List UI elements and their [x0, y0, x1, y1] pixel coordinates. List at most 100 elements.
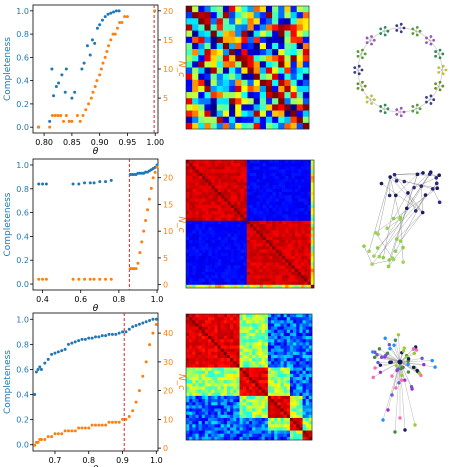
- heatmap-cell: [243, 227, 248, 231]
- heatmap-cell: [201, 395, 206, 400]
- heatmap-cell: [208, 399, 212, 403]
- network-node: [372, 98, 376, 102]
- heatmap-cell: [186, 317, 190, 321]
- heatmap-cell: [214, 433, 218, 438]
- heatmap-cell: [235, 85, 242, 93]
- heatmap-cell: [280, 430, 284, 434]
- heatmap-cell: [217, 348, 221, 353]
- nc-point: [114, 420, 118, 424]
- heatmap-cell: [192, 262, 196, 266]
- heatmap-cell: [223, 430, 228, 434]
- heatmap-cell: [259, 42, 267, 50]
- heatmap-cell: [255, 370, 259, 375]
- network-node: [383, 103, 387, 107]
- heatmap-cell: [293, 329, 297, 334]
- heatmap-cell: [289, 392, 294, 397]
- heatmap-cell: [230, 386, 234, 390]
- heatmap-cell: [271, 433, 275, 438]
- heatmap-cell: [294, 275, 299, 279]
- heatmap-cell: [261, 339, 266, 343]
- heatmap-cell: [227, 160, 232, 164]
- heatmap-cell: [280, 380, 284, 384]
- heatmap-cell: [195, 339, 199, 343]
- heatmap-cell: [201, 389, 206, 394]
- heatmap-cell: [186, 182, 190, 186]
- heatmap-cell: [286, 354, 291, 359]
- heatmap-cell: [243, 252, 248, 257]
- heatmap-cell: [252, 408, 256, 412]
- heatmap-cell: [261, 377, 266, 381]
- heatmap-cell: [192, 185, 196, 190]
- heatmap-cell: [301, 160, 305, 164]
- heatmap-cell: [214, 317, 218, 321]
- heatmap-cell: [205, 230, 209, 234]
- heatmap-cell: [298, 188, 302, 193]
- heatmap-cell: [214, 361, 218, 365]
- heatmap-cell: [249, 354, 253, 359]
- heatmap-cell: [211, 314, 215, 318]
- heatmap-cell: [195, 329, 199, 334]
- heatmap-cell: [186, 421, 190, 425]
- heatmap-cell: [253, 18, 261, 25]
- heatmap-cell: [271, 326, 275, 331]
- heatmap-cell: [204, 110, 211, 117]
- heatmap-cell: [210, 116, 218, 124]
- heatmap-cell: [204, 364, 209, 368]
- heatmap-cell: [296, 336, 300, 340]
- heatmap-cell: [220, 380, 225, 384]
- network-node: [372, 355, 377, 360]
- heatmap-cell: [230, 364, 234, 368]
- heatmap-cell: [259, 67, 267, 74]
- heatmap-cell: [195, 182, 200, 186]
- heatmap-cell: [192, 427, 196, 431]
- heatmap-cell: [277, 383, 281, 387]
- heatmap-cell: [274, 367, 278, 371]
- heatmap-cell: [226, 348, 231, 353]
- heatmap-cell: [235, 98, 242, 105]
- completeness-point: [90, 38, 94, 42]
- network-edge: [400, 212, 423, 242]
- heatmap-cell: [278, 246, 283, 250]
- heatmap-cell: [261, 421, 266, 425]
- heatmap-cell: [214, 411, 218, 416]
- heatmap-cell: [301, 172, 305, 177]
- heatmap-cell: [253, 214, 257, 218]
- heatmap-cell: [220, 421, 225, 425]
- network-edge: [394, 361, 401, 433]
- heatmap-cell: [307, 160, 312, 164]
- network-edge: [381, 183, 423, 213]
- heatmap-cell: [222, 55, 230, 62]
- heatmap-cell: [267, 433, 272, 438]
- heatmap-cell: [294, 160, 299, 164]
- heatmap-cell: [239, 424, 243, 428]
- heatmap-cell: [218, 275, 222, 279]
- heatmap-cell: [271, 414, 275, 419]
- heatmap-cell: [195, 224, 200, 228]
- heatmap-cell: [247, 61, 254, 68]
- heatmap-cell: [293, 430, 297, 434]
- heatmap-cell: [255, 351, 259, 356]
- heatmap-cell: [266, 182, 270, 186]
- heatmap-cell: [217, 354, 221, 359]
- heatmap-cell: [298, 172, 302, 177]
- heatmap-cell: [253, 256, 257, 260]
- network-node: [378, 363, 383, 367]
- network-node: [365, 100, 369, 104]
- heatmap-cell: [267, 323, 272, 327]
- heatmap-cell: [304, 179, 308, 183]
- heatmap-cell: [264, 380, 269, 384]
- heatmap-cell: [216, 73, 224, 81]
- heatmap-cell: [236, 348, 240, 353]
- heatmap-cell: [301, 204, 305, 209]
- heatmap-cell: [204, 430, 209, 434]
- heatmap-cell: [204, 122, 211, 130]
- heatmap-cell: [253, 67, 261, 74]
- heatmap-cell: [283, 358, 288, 362]
- heatmap-cell: [308, 389, 313, 394]
- heatmap-cell: [208, 427, 212, 431]
- heatmap-cell: [224, 243, 228, 247]
- heatmap-cell: [192, 246, 196, 250]
- heatmap-cell: [218, 169, 222, 174]
- heatmap-cell: [229, 110, 236, 117]
- heatmap-cell: [304, 230, 308, 234]
